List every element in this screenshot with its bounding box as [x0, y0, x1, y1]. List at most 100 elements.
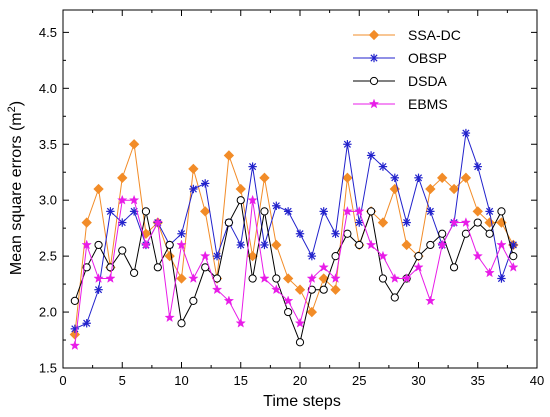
marker-shape: [152, 217, 163, 227]
data-point-dsda: [426, 240, 435, 250]
marker-shape: [188, 273, 199, 283]
data-point-dsda: [378, 274, 388, 283]
data-point-obsp: [366, 151, 376, 160]
marker-shape: [223, 295, 235, 306]
marker-shape: [271, 239, 282, 251]
marker-shape: [259, 172, 270, 183]
data-point-ebms: [389, 273, 400, 283]
marker-shape: [365, 239, 377, 250]
marker-shape: [425, 295, 436, 306]
data-point-dsda: [331, 252, 340, 261]
x-tick-label: 30: [411, 373, 425, 388]
marker-shape: [295, 338, 305, 347]
marker-shape: [200, 250, 211, 261]
data-point-obsp: [331, 229, 340, 238]
marker-shape: [485, 229, 494, 238]
data-point-dsda: [355, 240, 364, 250]
data-point-ebms: [354, 206, 365, 216]
data-point-ssa-dc: [259, 172, 270, 183]
data-point-obsp: [118, 218, 127, 227]
marker-shape: [330, 284, 341, 295]
data-point-ebms: [377, 250, 389, 261]
marker-shape: [117, 172, 128, 183]
marker-shape: [118, 246, 127, 255]
series-ebms: [69, 194, 519, 350]
marker-shape: [201, 263, 210, 272]
data-point-ssa-dc: [306, 306, 318, 318]
data-point-dsda: [414, 252, 423, 261]
data-point-obsp: [201, 179, 210, 188]
data-point-ssa-dc: [472, 206, 483, 217]
legend-marker: [369, 76, 379, 86]
marker-shape: [437, 172, 448, 183]
data-point-ebms: [188, 273, 199, 283]
data-point-obsp: [272, 201, 281, 210]
marker-shape: [259, 273, 270, 283]
data-point-ebms: [448, 217, 460, 227]
y-tick-label: 2.5: [39, 249, 57, 264]
series-line-obsp: [74, 132, 514, 330]
series-obsp: [70, 128, 518, 334]
marker-shape: [496, 239, 507, 250]
data-point-dsda: [130, 268, 139, 278]
marker-shape: [93, 273, 104, 283]
marker-shape: [153, 263, 162, 272]
marker-shape: [271, 284, 282, 295]
x-tick-label: 15: [234, 373, 248, 388]
data-point-dsda: [497, 207, 506, 216]
data-point-ebms: [117, 194, 128, 205]
data-point-ssa-dc: [69, 329, 81, 340]
data-point-dsda: [82, 263, 91, 272]
y-tick-label: 2.0: [39, 305, 57, 320]
data-point-obsp: [94, 285, 103, 294]
data-point-ssa-dc: [93, 183, 104, 195]
data-point-ssa-dc: [235, 183, 246, 195]
data-point-ssa-dc: [164, 250, 175, 262]
data-point-ssa-dc: [294, 284, 306, 295]
data-point-ebms: [484, 267, 495, 278]
data-point-obsp: [343, 140, 352, 149]
data-point-ebms: [81, 239, 92, 250]
data-point-ssa-dc: [128, 139, 140, 150]
marker-shape: [378, 274, 388, 283]
marker-shape: [284, 307, 293, 317]
data-point-obsp: [402, 218, 411, 227]
marker-shape: [200, 206, 211, 217]
data-point-dsda: [177, 319, 186, 328]
marker-shape: [236, 196, 245, 205]
data-point-dsda: [189, 296, 198, 305]
marker-shape: [69, 329, 81, 340]
data-point-ebms: [259, 273, 270, 283]
plot-frame: [62, 9, 538, 369]
marker-shape: [497, 207, 506, 216]
marker-shape: [473, 218, 482, 227]
data-point-ebms: [211, 284, 223, 295]
data-point-obsp: [106, 207, 115, 216]
data-point-obsp: [189, 184, 198, 194]
series-layer: [69, 128, 519, 350]
marker-shape: [368, 29, 380, 41]
marker-shape: [69, 340, 80, 350]
data-point-dsda: [390, 293, 399, 302]
marker-shape: [260, 207, 269, 216]
data-point-ebms: [200, 250, 211, 261]
data-point-ssa-dc: [271, 239, 282, 251]
y-axis-label-close: ): [8, 101, 25, 106]
marker-shape: [294, 317, 306, 328]
data-point-ebms: [283, 295, 294, 306]
x-tick-label: 20: [293, 373, 307, 388]
data-point-ebms: [318, 261, 329, 272]
data-point-ssa-dc: [247, 250, 258, 262]
marker-shape: [176, 273, 187, 284]
data-point-dsda: [212, 274, 222, 283]
data-point-obsp: [414, 173, 423, 183]
data-point-obsp: [307, 251, 317, 261]
legend-label-obsp: OBSP: [408, 50, 447, 66]
marker-shape: [177, 319, 186, 328]
marker-shape: [247, 250, 258, 262]
marker-shape: [117, 194, 128, 205]
legend-entry-obsp: OBSP: [353, 50, 447, 66]
data-point-ebms: [93, 273, 104, 283]
marker-shape: [461, 229, 470, 238]
data-point-obsp: [378, 162, 388, 171]
